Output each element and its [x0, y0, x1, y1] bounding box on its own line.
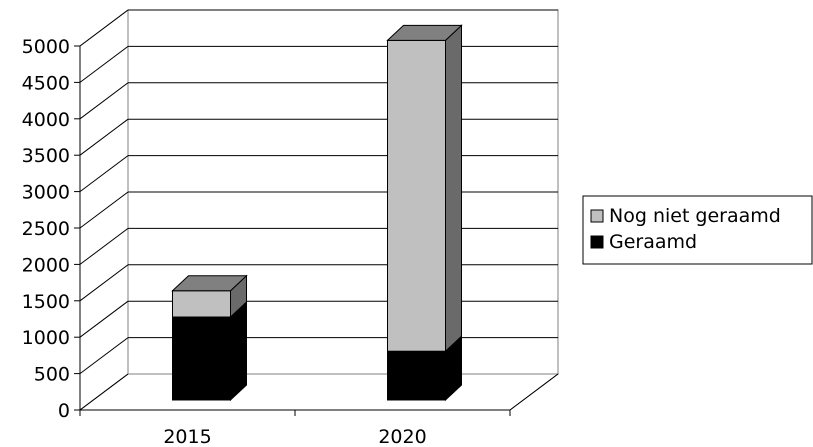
- legend-label-geraamd: Geraamd: [609, 231, 697, 253]
- x-tick-labels: 2015 2020: [163, 426, 426, 447]
- floor: [78, 373, 560, 411]
- legend: Nog niet geraamd Geraamd: [582, 195, 813, 265]
- legend-box: [582, 195, 813, 265]
- bar-2020-top: [386, 24, 463, 41]
- legend-swatch-geraamd: [590, 235, 604, 249]
- gridline-diagonal: [79, 82, 129, 120]
- y-tick-label: 4500: [22, 72, 70, 94]
- y-tick-label: 3500: [22, 145, 70, 167]
- axes: [74, 45, 559, 416]
- gridline-diagonal: [79, 264, 129, 302]
- chart-walls: [78, 9, 560, 411]
- gridline-diagonal: [79, 300, 129, 338]
- gridline-diagonal: [79, 46, 129, 83]
- gridline-diagonal: [79, 118, 129, 156]
- y-tick-label: 500: [34, 364, 70, 386]
- y-tick-label: 2000: [22, 254, 70, 276]
- bar-2015-geraamd-front: [172, 316, 231, 401]
- x-tick-label-2015: 2015: [163, 426, 211, 447]
- y-tick-label: 0: [58, 400, 70, 422]
- y-tick-label: 5000: [22, 36, 70, 58]
- bars: [171, 24, 463, 402]
- y-tick-label: 2500: [22, 218, 70, 240]
- legend-label-nog-niet-geraamd: Nog niet geraamd: [609, 205, 781, 227]
- y-tick-label: 3000: [22, 182, 70, 204]
- bar-2020-nog-niet-geraamd-side: [445, 24, 462, 353]
- bar-2020-geraamd-front: [387, 350, 446, 401]
- bar-2015-geraamd-side: [230, 300, 247, 402]
- gridlines: [79, 9, 558, 375]
- bar-2015-nog-niet-geraamd-front: [172, 290, 231, 318]
- floor-edge-left: [79, 373, 129, 411]
- gridline-diagonal: [79, 9, 129, 47]
- gridline-diagonal: [79, 227, 129, 265]
- gridline-diagonal: [79, 191, 129, 229]
- y-tick-label: 1500: [22, 291, 70, 313]
- x-tick-label-2020: 2020: [378, 426, 426, 447]
- legend-swatch-nog-niet-geraamd: [590, 209, 604, 223]
- y-tick-label: 1000: [22, 327, 70, 349]
- floor-edge-right: [509, 373, 559, 411]
- bar-2015-top: [171, 275, 248, 292]
- gridline-diagonal: [79, 337, 129, 375]
- y-tick-label: 4000: [22, 109, 70, 131]
- bar-2020-nog-niet-geraamd-front: [387, 39, 446, 352]
- y-tick-labels: 0 500 1000 1500 2000 2500 3000 3500 4000 4500 5000: [22, 36, 70, 422]
- gridline-diagonal: [79, 155, 129, 193]
